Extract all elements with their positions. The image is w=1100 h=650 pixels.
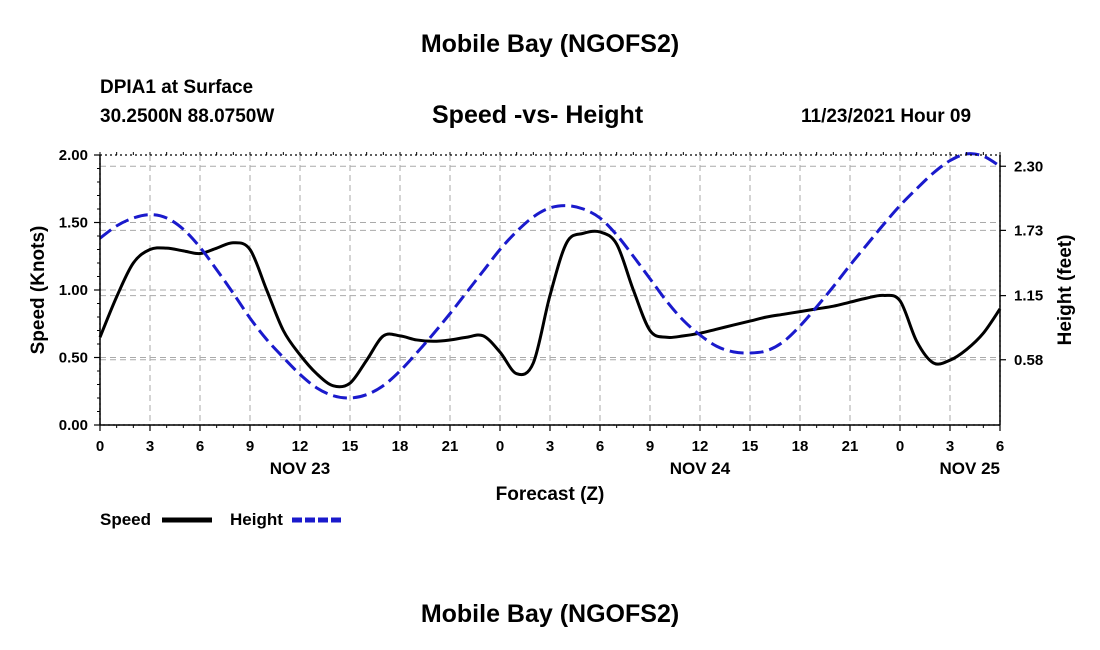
series-line-speed (98, 229, 1002, 389)
y-tick-label-left: 1.00 (59, 282, 88, 299)
x-tick-label: 18 (392, 438, 409, 455)
x-tick-label: 6 (996, 438, 1004, 455)
x-tick-label: 6 (596, 438, 604, 455)
x-axis-label: Forecast (Z) (496, 484, 605, 505)
y-tick-label-left: 0.00 (59, 417, 88, 434)
x-tick-label: 3 (946, 438, 954, 455)
x-tick-label: 0 (96, 438, 104, 455)
x-tick-label: 15 (742, 438, 759, 455)
y-tick-label-left: 2.00 (59, 147, 88, 164)
x-tick-label: 21 (842, 438, 859, 455)
axes: 0 3 6 9 12 15 18 21 0 3 6 9 12 15 18 21 0 3 6 NOV 23 NOV 24 N… (59, 147, 1043, 478)
y-tick-label-left: 1.50 (59, 215, 88, 232)
x-tick-label: 6 (196, 438, 204, 455)
x-tick-label: 18 (792, 438, 809, 455)
station-coordinates: 30.2500N 88.0750W (100, 106, 275, 127)
y-axis-label-left: Speed (Knots) (28, 226, 49, 355)
date-label: NOV 25 (940, 459, 1000, 478)
legend: Speed Height (100, 510, 342, 529)
station-name: DPIA1 at Surface (100, 77, 254, 98)
y-tick-label-right: 2.30 (1014, 158, 1043, 175)
grid (100, 155, 1000, 425)
forecast-datetime: 11/23/2021 Hour 09 (801, 106, 972, 127)
y-axis-label-right: Height (feet) (1055, 235, 1076, 346)
x-tick-label: 12 (292, 438, 309, 455)
y-tick-label-right: 1.15 (1014, 288, 1043, 305)
y-tick-label-right: 1.73 (1014, 222, 1043, 239)
x-tick-label: 21 (442, 438, 459, 455)
chart-subtitle: Speed -vs- Height (432, 101, 644, 129)
x-tick-label: 15 (342, 438, 359, 455)
chart-title: Mobile Bay (NGOFS2) (420, 30, 680, 58)
date-label: NOV 23 (270, 459, 330, 478)
footer-title: Mobile Bay (NGOFS2) (420, 600, 680, 628)
x-tick-label: 12 (692, 438, 709, 455)
x-tick-label: 9 (246, 438, 254, 455)
series-line-height (99, 152, 1001, 400)
x-tick-label: 9 (646, 438, 654, 455)
x-tick-label: 3 (546, 438, 554, 455)
date-label: NOV 24 (670, 459, 731, 478)
legend-label-speed: Speed (100, 510, 151, 529)
x-tick-label: 0 (496, 438, 504, 455)
legend-label-height: Height (230, 510, 283, 529)
y-tick-label-right: 0.58 (1014, 352, 1043, 369)
x-tick-label: 0 (896, 438, 904, 455)
series-lines (98, 152, 1002, 400)
y-tick-label-left: 0.50 (59, 350, 88, 367)
x-tick-label: 3 (146, 438, 154, 455)
